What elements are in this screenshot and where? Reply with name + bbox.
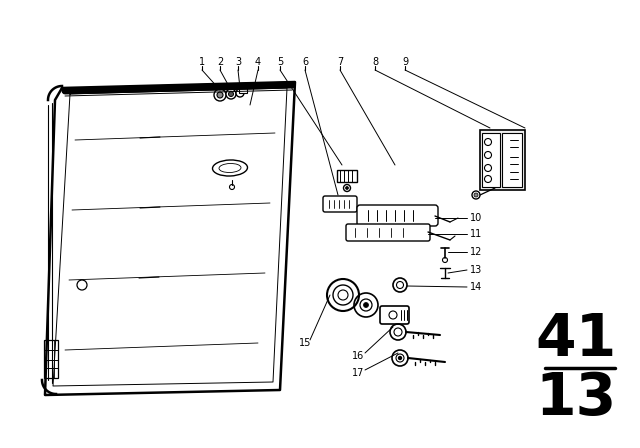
Bar	[482, 133, 500, 187]
Bar	[337, 170, 357, 182]
Text: 3: 3	[235, 57, 241, 67]
Bar	[480, 130, 525, 190]
Text: 16: 16	[352, 351, 364, 361]
Text: 4: 4	[255, 57, 261, 67]
Text: 7: 7	[337, 57, 343, 67]
FancyBboxPatch shape	[323, 196, 357, 212]
Bar	[44, 340, 58, 378]
Circle shape	[236, 89, 244, 97]
Text: 6: 6	[302, 57, 308, 67]
Text: 13: 13	[536, 370, 616, 426]
Text: 17: 17	[352, 368, 364, 378]
Circle shape	[230, 185, 234, 190]
Circle shape	[442, 258, 447, 263]
Circle shape	[228, 91, 234, 96]
Bar	[239, 88, 247, 93]
Text: 2: 2	[217, 57, 223, 67]
Text: 9: 9	[402, 57, 408, 67]
Text: 5: 5	[277, 57, 283, 67]
Circle shape	[346, 186, 349, 190]
FancyBboxPatch shape	[380, 306, 409, 324]
Text: 8: 8	[372, 57, 378, 67]
Text: 10: 10	[470, 213, 483, 223]
Circle shape	[226, 89, 236, 99]
Bar	[502, 133, 522, 187]
FancyBboxPatch shape	[357, 205, 438, 226]
Circle shape	[472, 191, 480, 199]
Text: 12: 12	[470, 247, 483, 257]
Circle shape	[364, 302, 369, 307]
Text: 1: 1	[199, 57, 205, 67]
Circle shape	[214, 89, 226, 101]
Circle shape	[344, 185, 351, 191]
Text: 15: 15	[299, 338, 311, 348]
Circle shape	[474, 193, 478, 197]
Text: 13: 13	[470, 265, 483, 275]
Circle shape	[217, 92, 223, 98]
Text: 11: 11	[470, 229, 483, 239]
Text: 41: 41	[536, 311, 616, 369]
Circle shape	[399, 357, 401, 359]
FancyBboxPatch shape	[346, 224, 430, 241]
Text: 14: 14	[470, 282, 483, 292]
